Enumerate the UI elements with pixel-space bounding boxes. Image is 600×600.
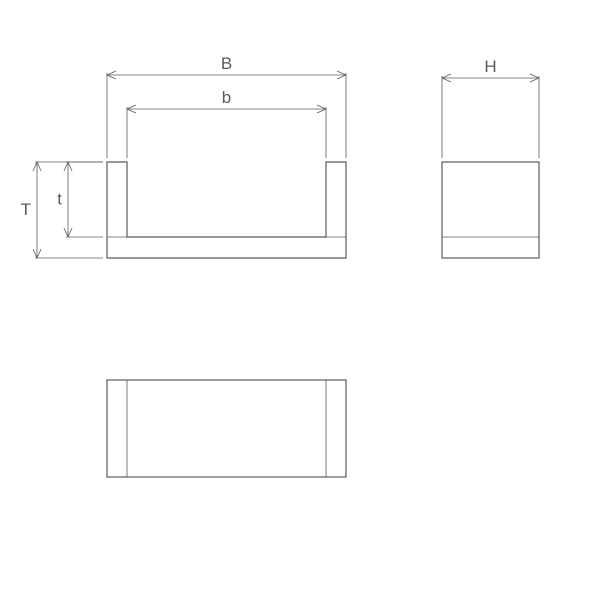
front-view bbox=[107, 162, 346, 258]
side-view bbox=[442, 162, 539, 258]
top-view bbox=[107, 380, 346, 477]
dim-label-T: T bbox=[21, 200, 31, 219]
dim-label-b: b bbox=[222, 88, 231, 107]
dim-label-H: H bbox=[484, 57, 496, 76]
dim-label-B: B bbox=[221, 54, 232, 73]
dim-label-t: t bbox=[57, 190, 62, 209]
